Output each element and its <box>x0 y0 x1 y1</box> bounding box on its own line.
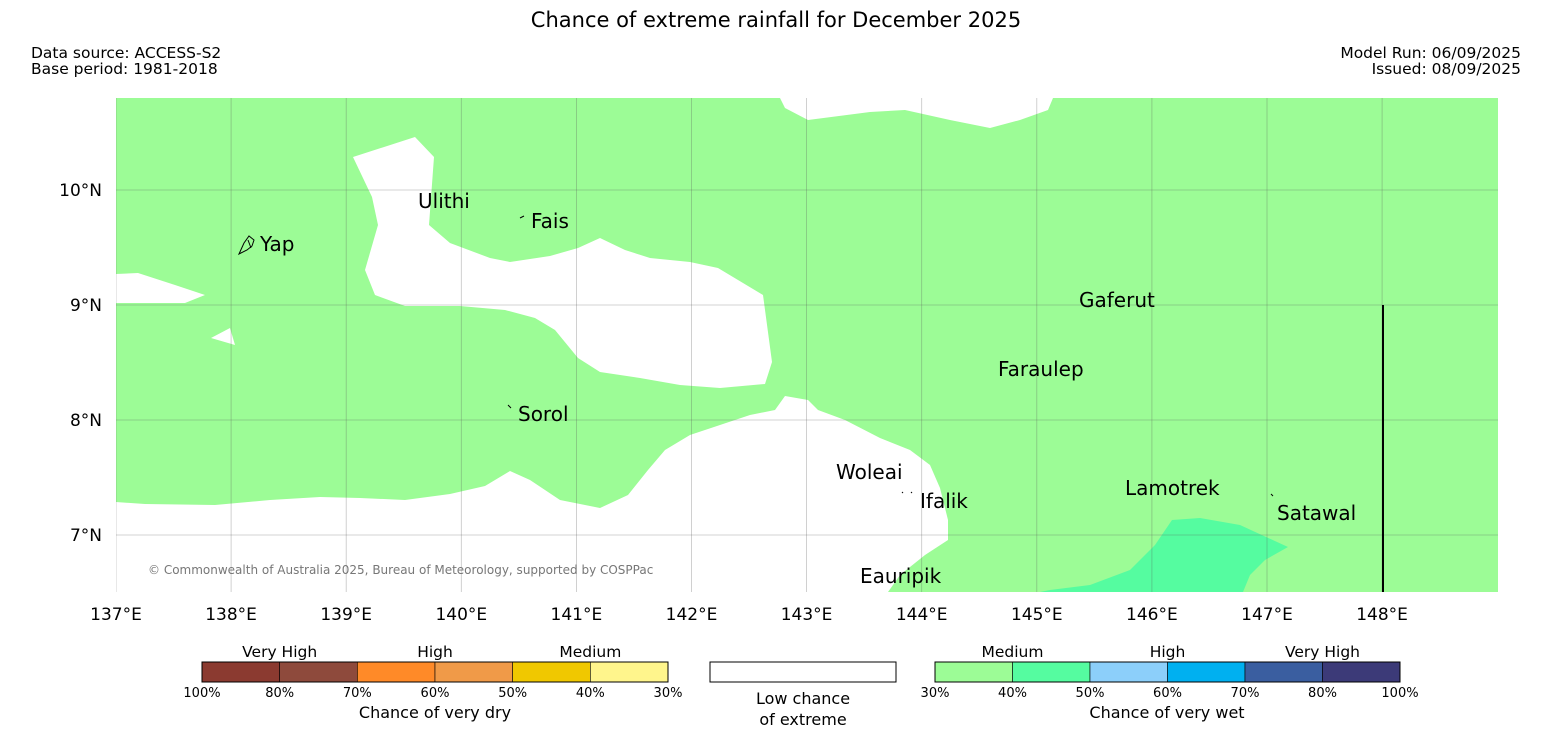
island-outlines <box>237 215 1274 497</box>
wet-color-box <box>934 661 1013 683</box>
latitude-labels: 10°N 9°N 8°N 7°N <box>59 181 102 546</box>
place-label-lamotrek: Lamotrek <box>1125 476 1220 500</box>
lon-label: 147°E <box>1241 605 1293 625</box>
lon-label: 138°E <box>205 605 257 625</box>
lon-label: 143°E <box>781 605 833 625</box>
chart-title: Chance of extreme rainfall for December … <box>530 8 1022 32</box>
place-label-sorol: Sorol <box>518 402 569 426</box>
source-info: Data source: ACCESS-S2 Base period: 1981… <box>31 45 221 77</box>
lat-label: 10°N <box>59 181 102 201</box>
place-label-eauripik: Eauripik <box>860 564 942 588</box>
low-caption-line1: Low chance <box>756 689 850 708</box>
lon-label: 148°E <box>1356 605 1408 625</box>
place-label-satawal: Satawal <box>1277 501 1356 525</box>
dry-tick-label: 30% <box>654 686 683 701</box>
wet-tick-label: 60% <box>1153 686 1182 701</box>
dry-tick-labels: 100% 80% 70% 60% 50% 40% 30% <box>183 686 682 701</box>
wet-colorbar-frame <box>934 661 1401 683</box>
wet-tick-label: 100% <box>1381 686 1418 701</box>
wet-caption: Chance of very wet <box>1089 703 1244 722</box>
map-area <box>116 98 1498 592</box>
wet-group-label: Very High <box>1285 643 1360 661</box>
lon-label: 145°E <box>1011 605 1063 625</box>
low-chance-region-islet <box>211 328 235 345</box>
base-period: Base period: 1981-2018 <box>31 60 218 78</box>
lon-label: 141°E <box>551 605 603 625</box>
dry-tick-label: 80% <box>265 686 294 701</box>
dry-color-box <box>201 661 280 683</box>
place-label-ulithi: Ulithi <box>418 189 470 213</box>
wet-tick-label: 30% <box>921 686 950 701</box>
low-chance-region-south <box>116 396 948 592</box>
dry-colorbar-frame <box>201 661 669 683</box>
fais-island-mark <box>519 215 525 219</box>
lat-label: 9°N <box>70 296 102 316</box>
wet-color-box <box>1322 661 1401 683</box>
dry-color-box <box>512 661 591 683</box>
lon-label: 142°E <box>666 605 718 625</box>
place-label-yap: Yap <box>259 232 294 256</box>
wet-colorbar <box>934 661 1401 683</box>
dry-color-box <box>357 661 436 683</box>
copyright-notice: © Commonwealth of Australia 2025, Bureau… <box>148 563 653 577</box>
issued-date: Issued: 08/09/2025 <box>1371 60 1521 78</box>
graticule <box>116 98 1498 592</box>
place-label-ifalik: Ifalik <box>920 489 968 513</box>
wet-group-label: Medium <box>982 643 1044 661</box>
wet-tick-label: 50% <box>1076 686 1105 701</box>
run-info: Model Run: 06/09/2025 Issued: 08/09/2025 <box>1340 45 1521 77</box>
lon-label: 140°E <box>435 605 487 625</box>
wet-color-box <box>1167 661 1246 683</box>
dry-group-label: Very High <box>242 643 317 661</box>
wet-group-label: High <box>1150 643 1186 661</box>
wet-tick-labels: 30% 40% 50% 60% 70% 80% 100% <box>921 686 1419 701</box>
low-chance-swatch <box>709 661 897 683</box>
dry-tick-label: 70% <box>343 686 372 701</box>
dry-group-labels: Very High High Medium <box>242 643 621 661</box>
wet-tick-label: 80% <box>1308 686 1337 701</box>
lon-label: 146°E <box>1126 605 1178 625</box>
low-chance-region-central <box>353 137 772 388</box>
sorol-island-mark <box>507 404 512 409</box>
model-run: Model Run: 06/09/2025 <box>1340 44 1521 62</box>
longitude-labels: 137°E 138°E 139°E 140°E 141°E 142°E 143°E 144°E… <box>90 605 1408 625</box>
dry-caption: Chance of very dry <box>359 703 511 722</box>
dry-color-box <box>434 661 513 683</box>
lon-label: 139°E <box>320 605 372 625</box>
satawal-island-mark <box>1270 493 1274 497</box>
low-chance-region-west <box>116 273 205 303</box>
dry-tick-label: 100% <box>183 686 220 701</box>
wet-color-box <box>1244 661 1323 683</box>
wet-tick-label: 70% <box>1231 686 1260 701</box>
place-label-woleai: Woleai <box>836 460 903 484</box>
wet-tick-label: 40% <box>998 686 1027 701</box>
dry-color-box <box>279 661 358 683</box>
place-label-faraulep: Faraulep <box>998 357 1084 381</box>
low-caption-line2: of extreme <box>759 710 846 729</box>
lon-label: 137°E <box>90 605 142 625</box>
dry-tick-label: 40% <box>576 686 605 701</box>
wet-color-box <box>1089 661 1168 683</box>
place-label-fais: Fais <box>531 209 569 233</box>
lat-label: 7°N <box>70 526 102 546</box>
low-chance-region-north <box>780 98 1053 128</box>
medium-high-chance-region <box>1040 518 1288 592</box>
wet-color-box <box>1012 661 1091 683</box>
dry-group-label: Medium <box>559 643 621 661</box>
dry-group-label: High <box>417 643 453 661</box>
yap-island-outline <box>237 235 255 256</box>
dry-color-box <box>590 661 669 683</box>
dry-tick-label: 50% <box>498 686 527 701</box>
place-labels: Yap Ulithi Fais Gaferut Faraulep Sorol W… <box>259 189 1356 588</box>
dry-colorbar <box>201 661 669 683</box>
lon-label: 144°E <box>896 605 948 625</box>
data-source: Data source: ACCESS-S2 <box>31 44 222 62</box>
dry-tick-label: 60% <box>421 686 450 701</box>
place-label-gaferut: Gaferut <box>1079 288 1155 312</box>
lat-label: 8°N <box>70 411 102 431</box>
ifalik-island-mark <box>901 491 913 494</box>
wet-group-labels: Medium High Very High <box>982 643 1361 661</box>
